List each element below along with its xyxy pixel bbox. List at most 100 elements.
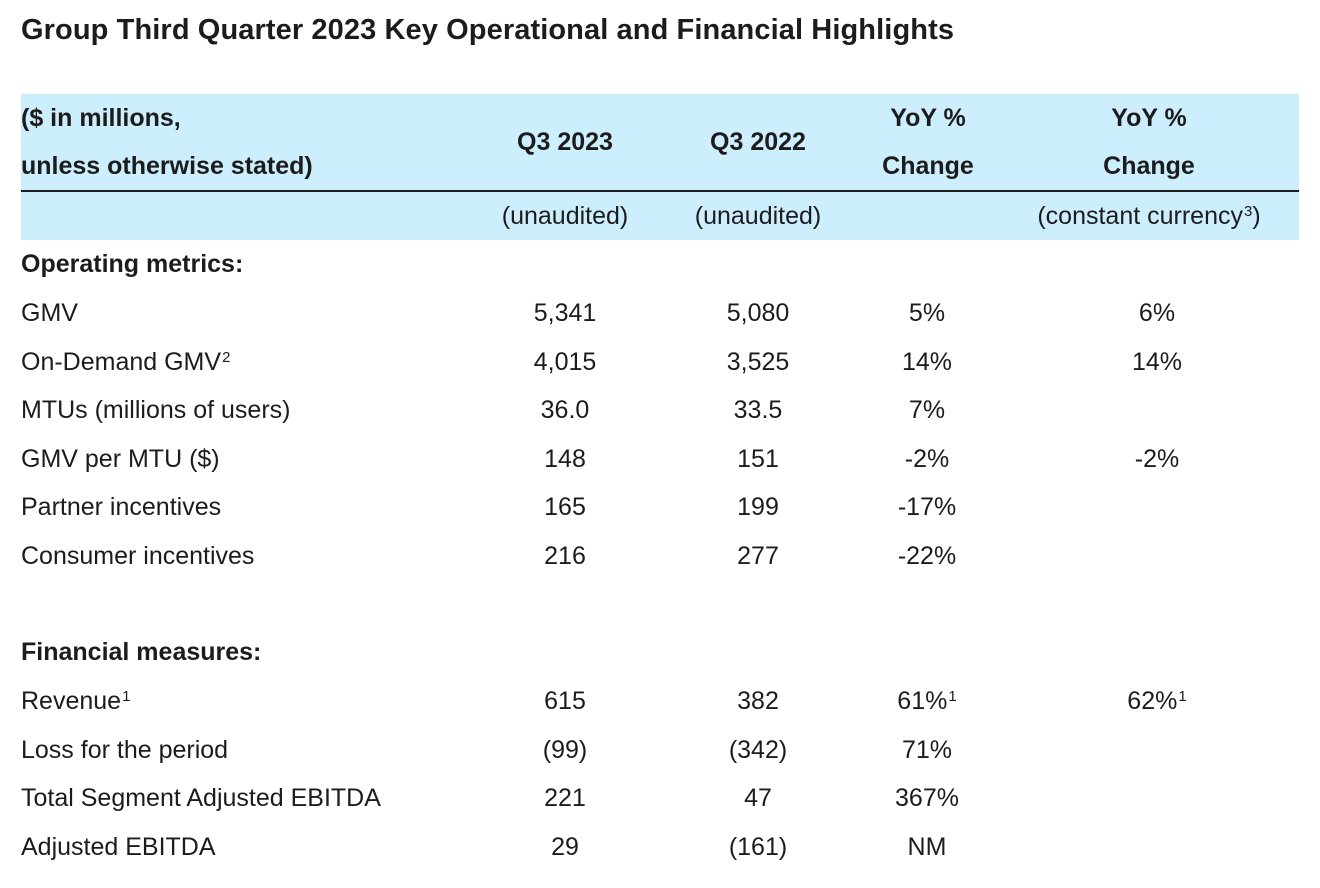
header-yoy-cc-line2: Change bbox=[1103, 152, 1195, 180]
cell-q3-2023: 148 bbox=[465, 444, 665, 474]
row-label: On-Demand GMV2 bbox=[21, 347, 230, 377]
row-label-text: Revenue bbox=[21, 687, 122, 715]
row-label: GMV per MTU ($) bbox=[21, 444, 220, 474]
subheader-unaudited-2023: (unaudited) bbox=[501, 202, 629, 230]
cell-yoy-cc-change: 6% bbox=[1007, 298, 1307, 328]
cell-q3-2022: 47 bbox=[658, 783, 858, 813]
header-label-line1: ($ in millions, bbox=[21, 104, 181, 132]
cell-q3-2023: 615 bbox=[465, 686, 665, 716]
cell-yoy-change: NM bbox=[827, 832, 1027, 862]
cell-yoy-cc-change-text: 14% bbox=[1131, 348, 1183, 376]
subheader-cc-close: ) bbox=[1252, 202, 1261, 230]
cell-yoy-change: 7% bbox=[827, 395, 1027, 425]
row-label-text: On-Demand GMV bbox=[21, 348, 222, 376]
cell-yoy-change-text: 367% bbox=[895, 784, 959, 812]
cell-yoy-change: 5% bbox=[827, 298, 1027, 328]
cell-yoy-change: -17% bbox=[827, 492, 1027, 522]
cell-yoy-cc-change: 14% bbox=[1007, 347, 1307, 377]
row-label: Consumer incentives bbox=[21, 541, 254, 571]
cell-q3-2022-text: 3,525 bbox=[726, 348, 790, 376]
cell-q3-2022: 33.5 bbox=[658, 395, 858, 425]
row-label-footnote: 1 bbox=[122, 688, 131, 705]
cell-q3-2023-text: 165 bbox=[544, 493, 586, 521]
row-label: MTUs (millions of users) bbox=[21, 395, 290, 425]
cell-q3-2023-text: 4,015 bbox=[533, 348, 597, 376]
cell-q3-2022: 277 bbox=[658, 541, 858, 571]
cell-q3-2022-text: (161) bbox=[728, 833, 788, 861]
cell-q3-2022-text: 47 bbox=[744, 784, 772, 812]
cell-q3-2022: 151 bbox=[658, 444, 858, 474]
cell-yoy-change: 61%1 bbox=[827, 686, 1027, 716]
section-heading: Operating metrics: bbox=[21, 250, 244, 278]
cell-q3-2023: 165 bbox=[465, 492, 665, 522]
cell-yoy-change: 367% bbox=[827, 783, 1027, 813]
cell-yoy-cc-change-text: -2% bbox=[1134, 445, 1180, 473]
subheader-constant-currency: (constant currency3) bbox=[999, 201, 1299, 231]
cell-q3-2023: (99) bbox=[465, 735, 665, 765]
cell-q3-2022: 5,080 bbox=[658, 298, 858, 328]
subheader-unaudited-2022: (unaudited) bbox=[694, 202, 822, 230]
cell-q3-2022: 3,525 bbox=[658, 347, 858, 377]
cell-q3-2022-text: 33.5 bbox=[733, 396, 783, 424]
cell-yoy-change-text: 14% bbox=[901, 348, 953, 376]
row-label: Total Segment Adjusted EBITDA bbox=[21, 783, 381, 813]
row-label-text: MTUs (millions of users) bbox=[21, 396, 291, 424]
cell-q3-2023-text: 5,341 bbox=[533, 299, 597, 327]
table-header-band bbox=[21, 94, 1299, 240]
row-label: Revenue1 bbox=[21, 686, 130, 716]
cell-yoy-change: 14% bbox=[827, 347, 1027, 377]
row-label-text: Consumer incentives bbox=[21, 542, 255, 570]
cell-yoy-change-text: -2% bbox=[904, 445, 950, 473]
header-yoy-cc-line1: YoY % bbox=[1111, 104, 1187, 132]
cell-q3-2022: 199 bbox=[658, 492, 858, 522]
cell-q3-2023-text: (99) bbox=[542, 736, 588, 764]
cell-yoy-change: -2% bbox=[827, 444, 1027, 474]
cell-yoy-change-text: 71% bbox=[901, 736, 953, 764]
cell-yoy-cc-change-text: 62% bbox=[1127, 687, 1178, 715]
header-divider bbox=[21, 190, 1299, 192]
cell-q3-2022: (161) bbox=[658, 832, 858, 862]
subheader-cc-text: (constant currency bbox=[1037, 202, 1243, 230]
cell-yoy-change-text: NM bbox=[907, 833, 947, 861]
header-yoy-line1: YoY % bbox=[890, 104, 966, 132]
cell-yoy-cc-change-text: 6% bbox=[1138, 299, 1176, 327]
header-label-line2: unless otherwise stated) bbox=[21, 152, 313, 180]
row-label: Adjusted EBITDA bbox=[21, 832, 216, 862]
cell-q3-2023: 216 bbox=[465, 541, 665, 571]
row-label-text: GMV per MTU ($) bbox=[21, 445, 220, 473]
row-label-text: Loss for the period bbox=[21, 736, 229, 764]
cell-q3-2022-text: 199 bbox=[737, 493, 779, 521]
cell-yoy-change-text: 7% bbox=[908, 396, 946, 424]
cell-q3-2022-text: 151 bbox=[737, 445, 779, 473]
header-yoy-line2: Change bbox=[882, 152, 974, 180]
row-label-text: GMV bbox=[21, 299, 78, 327]
row-label-footnote: 2 bbox=[222, 349, 231, 366]
header-q3-2023: Q3 2023 bbox=[517, 128, 613, 156]
cell-q3-2023-text: 148 bbox=[544, 445, 586, 473]
page-title: Group Third Quarter 2023 Key Operational… bbox=[21, 14, 955, 46]
row-label: Partner incentives bbox=[21, 492, 221, 522]
cell-q3-2022-text: 5,080 bbox=[726, 299, 790, 327]
row-label-text: Partner incentives bbox=[21, 493, 222, 521]
cell-yoy-cc-change-footnote: 1 bbox=[1178, 688, 1187, 705]
cell-q3-2023: 5,341 bbox=[465, 298, 665, 328]
row-label-text: Total Segment Adjusted EBITDA bbox=[21, 784, 381, 812]
row-label-text: Adjusted EBITDA bbox=[21, 833, 216, 861]
cell-q3-2023: 4,015 bbox=[465, 347, 665, 377]
row-label: Loss for the period bbox=[21, 735, 228, 765]
row-label: GMV bbox=[21, 298, 78, 328]
cell-q3-2023: 36.0 bbox=[465, 395, 665, 425]
cell-q3-2023-text: 221 bbox=[544, 784, 586, 812]
cell-yoy-change-text: 61% bbox=[897, 687, 948, 715]
cell-q3-2022-text: 277 bbox=[737, 542, 779, 570]
cell-q3-2022-text: (342) bbox=[728, 736, 788, 764]
cell-yoy-change-text: -17% bbox=[897, 493, 957, 521]
cell-q3-2023-text: 216 bbox=[544, 542, 586, 570]
header-q3-2022: Q3 2022 bbox=[710, 128, 806, 156]
cell-q3-2023: 221 bbox=[465, 783, 665, 813]
cell-yoy-cc-change: -2% bbox=[1007, 444, 1307, 474]
cell-q3-2023-text: 36.0 bbox=[540, 396, 590, 424]
subheader-cc-footnote: 3 bbox=[1243, 203, 1253, 220]
cell-q3-2022-text: 382 bbox=[737, 687, 779, 715]
cell-yoy-change-text: 5% bbox=[908, 299, 946, 327]
